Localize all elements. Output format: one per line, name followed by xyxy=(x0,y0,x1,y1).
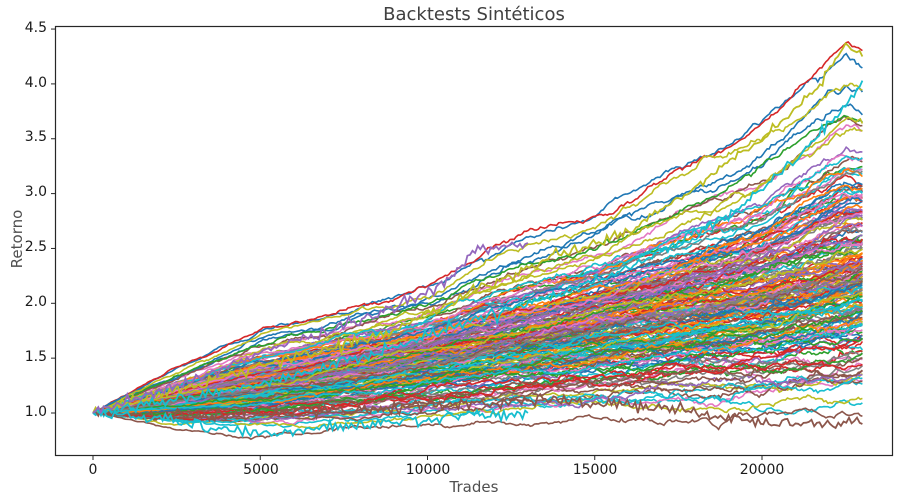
y-tick-label: 3.0 xyxy=(24,184,47,200)
x-tick-label: 15000 xyxy=(572,462,618,478)
series-line xyxy=(93,338,863,415)
series-line xyxy=(92,212,863,414)
x-axis-label: Trades xyxy=(449,478,499,496)
series-line xyxy=(92,407,529,439)
series-line xyxy=(92,392,863,430)
series-line xyxy=(92,184,863,414)
y-tick-label: 2.5 xyxy=(24,239,47,255)
y-tick-label: 2.0 xyxy=(24,294,47,310)
series-line xyxy=(92,154,863,414)
series-line xyxy=(92,298,863,414)
series-line xyxy=(92,309,863,414)
series-line xyxy=(92,41,864,414)
series-line xyxy=(92,40,863,414)
series-lines xyxy=(92,40,864,441)
series-line xyxy=(93,234,863,414)
y-tick-label: 1.0 xyxy=(24,404,47,420)
x-tick-label: 10000 xyxy=(405,462,451,478)
series-line xyxy=(92,170,863,414)
series-line xyxy=(92,376,863,423)
x-tick-label: 20000 xyxy=(739,462,785,478)
x-tick-label: 5000 xyxy=(243,462,279,478)
series-line xyxy=(92,277,863,414)
series-line xyxy=(92,407,863,441)
series-line xyxy=(92,214,863,414)
series-line xyxy=(92,241,529,415)
series-line xyxy=(92,357,863,415)
x-tick-label: 0 xyxy=(88,462,98,478)
series-line xyxy=(92,259,864,414)
series-line xyxy=(92,114,863,414)
series-line xyxy=(92,52,863,414)
series-line xyxy=(92,82,863,414)
axes-frame xyxy=(54,25,894,457)
series-line xyxy=(92,217,863,414)
y-tick-label: 4.0 xyxy=(24,75,47,91)
series-line xyxy=(92,324,863,415)
y-tick-label: 4.5 xyxy=(24,20,47,36)
series-line xyxy=(92,80,864,419)
tick-marks xyxy=(51,28,763,460)
series-line xyxy=(92,295,863,414)
y-tick-label: 3.5 xyxy=(24,129,47,145)
chart-title: Backtests Sintéticos xyxy=(383,4,565,25)
series-line xyxy=(92,84,864,414)
series-line xyxy=(92,116,864,414)
y-tick-label: 1.5 xyxy=(24,349,47,365)
series-line xyxy=(92,225,863,414)
